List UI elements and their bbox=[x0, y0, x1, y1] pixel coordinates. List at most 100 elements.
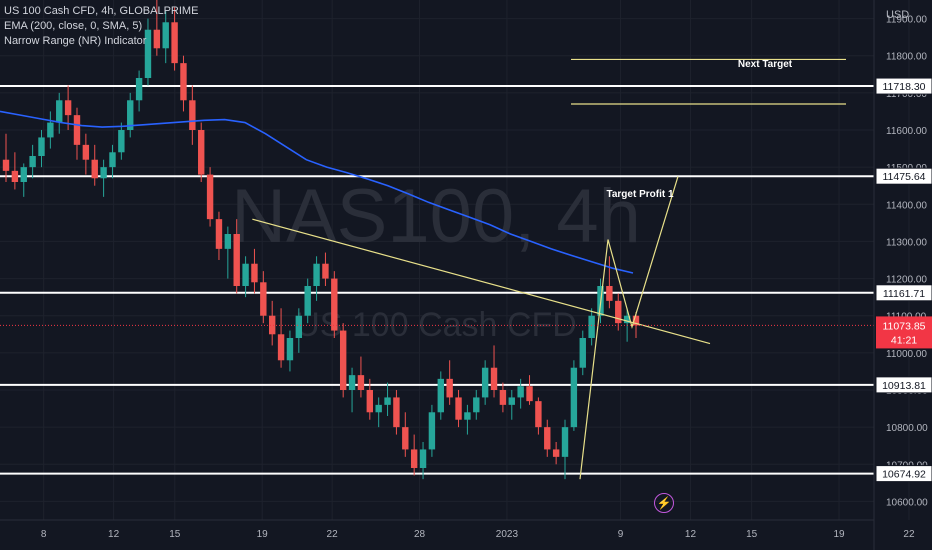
candle-body bbox=[162, 22, 169, 49]
candle-body bbox=[588, 315, 595, 338]
candle-body bbox=[295, 315, 303, 338]
x-tick-label: 15 bbox=[746, 529, 758, 540]
y-tick-label: 11900.00 bbox=[886, 15, 927, 26]
level-price-label: 11475.64 bbox=[882, 171, 925, 183]
level-price-tag bbox=[875, 167, 932, 185]
candle-body bbox=[38, 137, 45, 156]
candle-body bbox=[20, 167, 27, 182]
candle-body bbox=[82, 144, 90, 160]
candle-body bbox=[64, 100, 72, 116]
ema-line bbox=[0, 110, 634, 274]
candle-body bbox=[127, 100, 134, 130]
horizontal-levels bbox=[0, 85, 874, 475]
candle-body bbox=[304, 286, 311, 316]
candle-body bbox=[180, 63, 187, 101]
candle-body bbox=[615, 300, 622, 324]
x-tick-label: 19 bbox=[257, 529, 269, 540]
annotation-label: Next Target bbox=[738, 59, 793, 70]
candle-body bbox=[331, 278, 338, 331]
legend-symbol[interactable]: US 100 Cash CFD, 4h, GLOBALPRIME bbox=[4, 5, 199, 17]
candle-body bbox=[357, 375, 365, 390]
level-price-label: 11161.71 bbox=[883, 288, 925, 300]
x-tick-label: 12 bbox=[685, 529, 697, 540]
candle-body bbox=[118, 130, 125, 153]
price-axis[interactable]: 10600.0010700.0010800.0010900.0011000.00… bbox=[873, 0, 932, 550]
candle-body bbox=[623, 315, 631, 324]
candle-body bbox=[437, 378, 444, 413]
level-price-label: 10674.92 bbox=[882, 469, 926, 481]
candle-body bbox=[402, 427, 409, 450]
y-tick-label: 11800.00 bbox=[886, 52, 927, 63]
candle-body bbox=[224, 234, 232, 249]
candle-body bbox=[490, 367, 498, 390]
x-tick-label: 2023 bbox=[496, 529, 519, 540]
candle-body bbox=[339, 330, 347, 390]
candle-body bbox=[322, 263, 329, 279]
current-price-tag bbox=[876, 316, 932, 349]
level-price-tag bbox=[875, 284, 932, 302]
candle-body bbox=[375, 404, 382, 413]
y-tick-label: 11400.00 bbox=[886, 200, 927, 211]
current-price-label: 11073.85 bbox=[882, 320, 925, 332]
candle-body bbox=[189, 100, 196, 130]
candle-body bbox=[366, 390, 374, 413]
candle-body bbox=[313, 263, 320, 286]
candle-body bbox=[579, 338, 586, 368]
candle-body bbox=[144, 29, 152, 78]
lightning-bolt-icon[interactable]: ⚡ bbox=[654, 493, 674, 513]
legend-nr-indicator[interactable]: Narrow Range (NR) Indicator bbox=[4, 35, 147, 47]
x-tick-label: 22 bbox=[903, 529, 915, 540]
x-tick-label: 8 bbox=[41, 529, 47, 540]
candle-body bbox=[606, 286, 613, 301]
candle-body bbox=[428, 412, 436, 450]
candle-body bbox=[348, 375, 356, 390]
candle-body bbox=[544, 427, 551, 450]
candle-body bbox=[535, 401, 542, 428]
candle-body bbox=[552, 449, 560, 457]
candle-body bbox=[632, 315, 640, 326]
annotation-label: Target Profit 1 bbox=[606, 189, 673, 200]
candle-body bbox=[11, 170, 19, 182]
candle-body bbox=[2, 159, 10, 171]
level-price-tag bbox=[875, 77, 932, 95]
grid bbox=[0, 0, 910, 520]
candle-body bbox=[233, 234, 240, 286]
candle-body bbox=[215, 219, 223, 249]
candle-body bbox=[100, 167, 107, 179]
candle-body bbox=[260, 282, 267, 316]
candle-body bbox=[29, 156, 36, 168]
candle-body bbox=[410, 449, 418, 468]
y-tick-label: 10600.00 bbox=[886, 497, 928, 508]
candle-body bbox=[56, 100, 63, 123]
legend-ema[interactable]: EMA (200, close, 0, SMA, 5) bbox=[4, 20, 143, 32]
candle-body bbox=[517, 386, 524, 398]
candle-body bbox=[384, 397, 391, 405]
x-tick-label: 12 bbox=[108, 529, 120, 540]
level-price-tag bbox=[875, 465, 932, 483]
x-tick-label: 22 bbox=[327, 529, 339, 540]
candle-body bbox=[171, 22, 178, 64]
watermark-symbol: NAS100, 4h bbox=[231, 174, 641, 259]
candle-body bbox=[277, 334, 285, 361]
candle-body bbox=[198, 130, 205, 175]
candle-body bbox=[135, 78, 143, 101]
candle-body bbox=[464, 412, 471, 420]
candle-body bbox=[446, 378, 453, 398]
candle-body bbox=[73, 115, 81, 145]
candle-body bbox=[251, 263, 258, 283]
candle-body bbox=[570, 367, 578, 428]
time-axis[interactable]: 8 12 15 19 22 28 2023 9 12 15 19 22 bbox=[0, 519, 915, 540]
currency-label: USD bbox=[886, 9, 910, 21]
candle-body bbox=[91, 159, 98, 179]
candle-body bbox=[242, 263, 249, 286]
candle-body bbox=[561, 427, 569, 457]
candles bbox=[2, 0, 640, 480]
candle-body bbox=[455, 397, 462, 420]
x-tick-label: 15 bbox=[169, 529, 181, 540]
y-tick-label: 11600.00 bbox=[886, 126, 927, 137]
candle-body bbox=[268, 315, 276, 335]
chart-legend: US 100 Cash CFD, 4h, GLOBALPRIME EMA (20… bbox=[4, 4, 198, 49]
candle-body bbox=[153, 29, 161, 49]
candle-body bbox=[286, 338, 294, 361]
